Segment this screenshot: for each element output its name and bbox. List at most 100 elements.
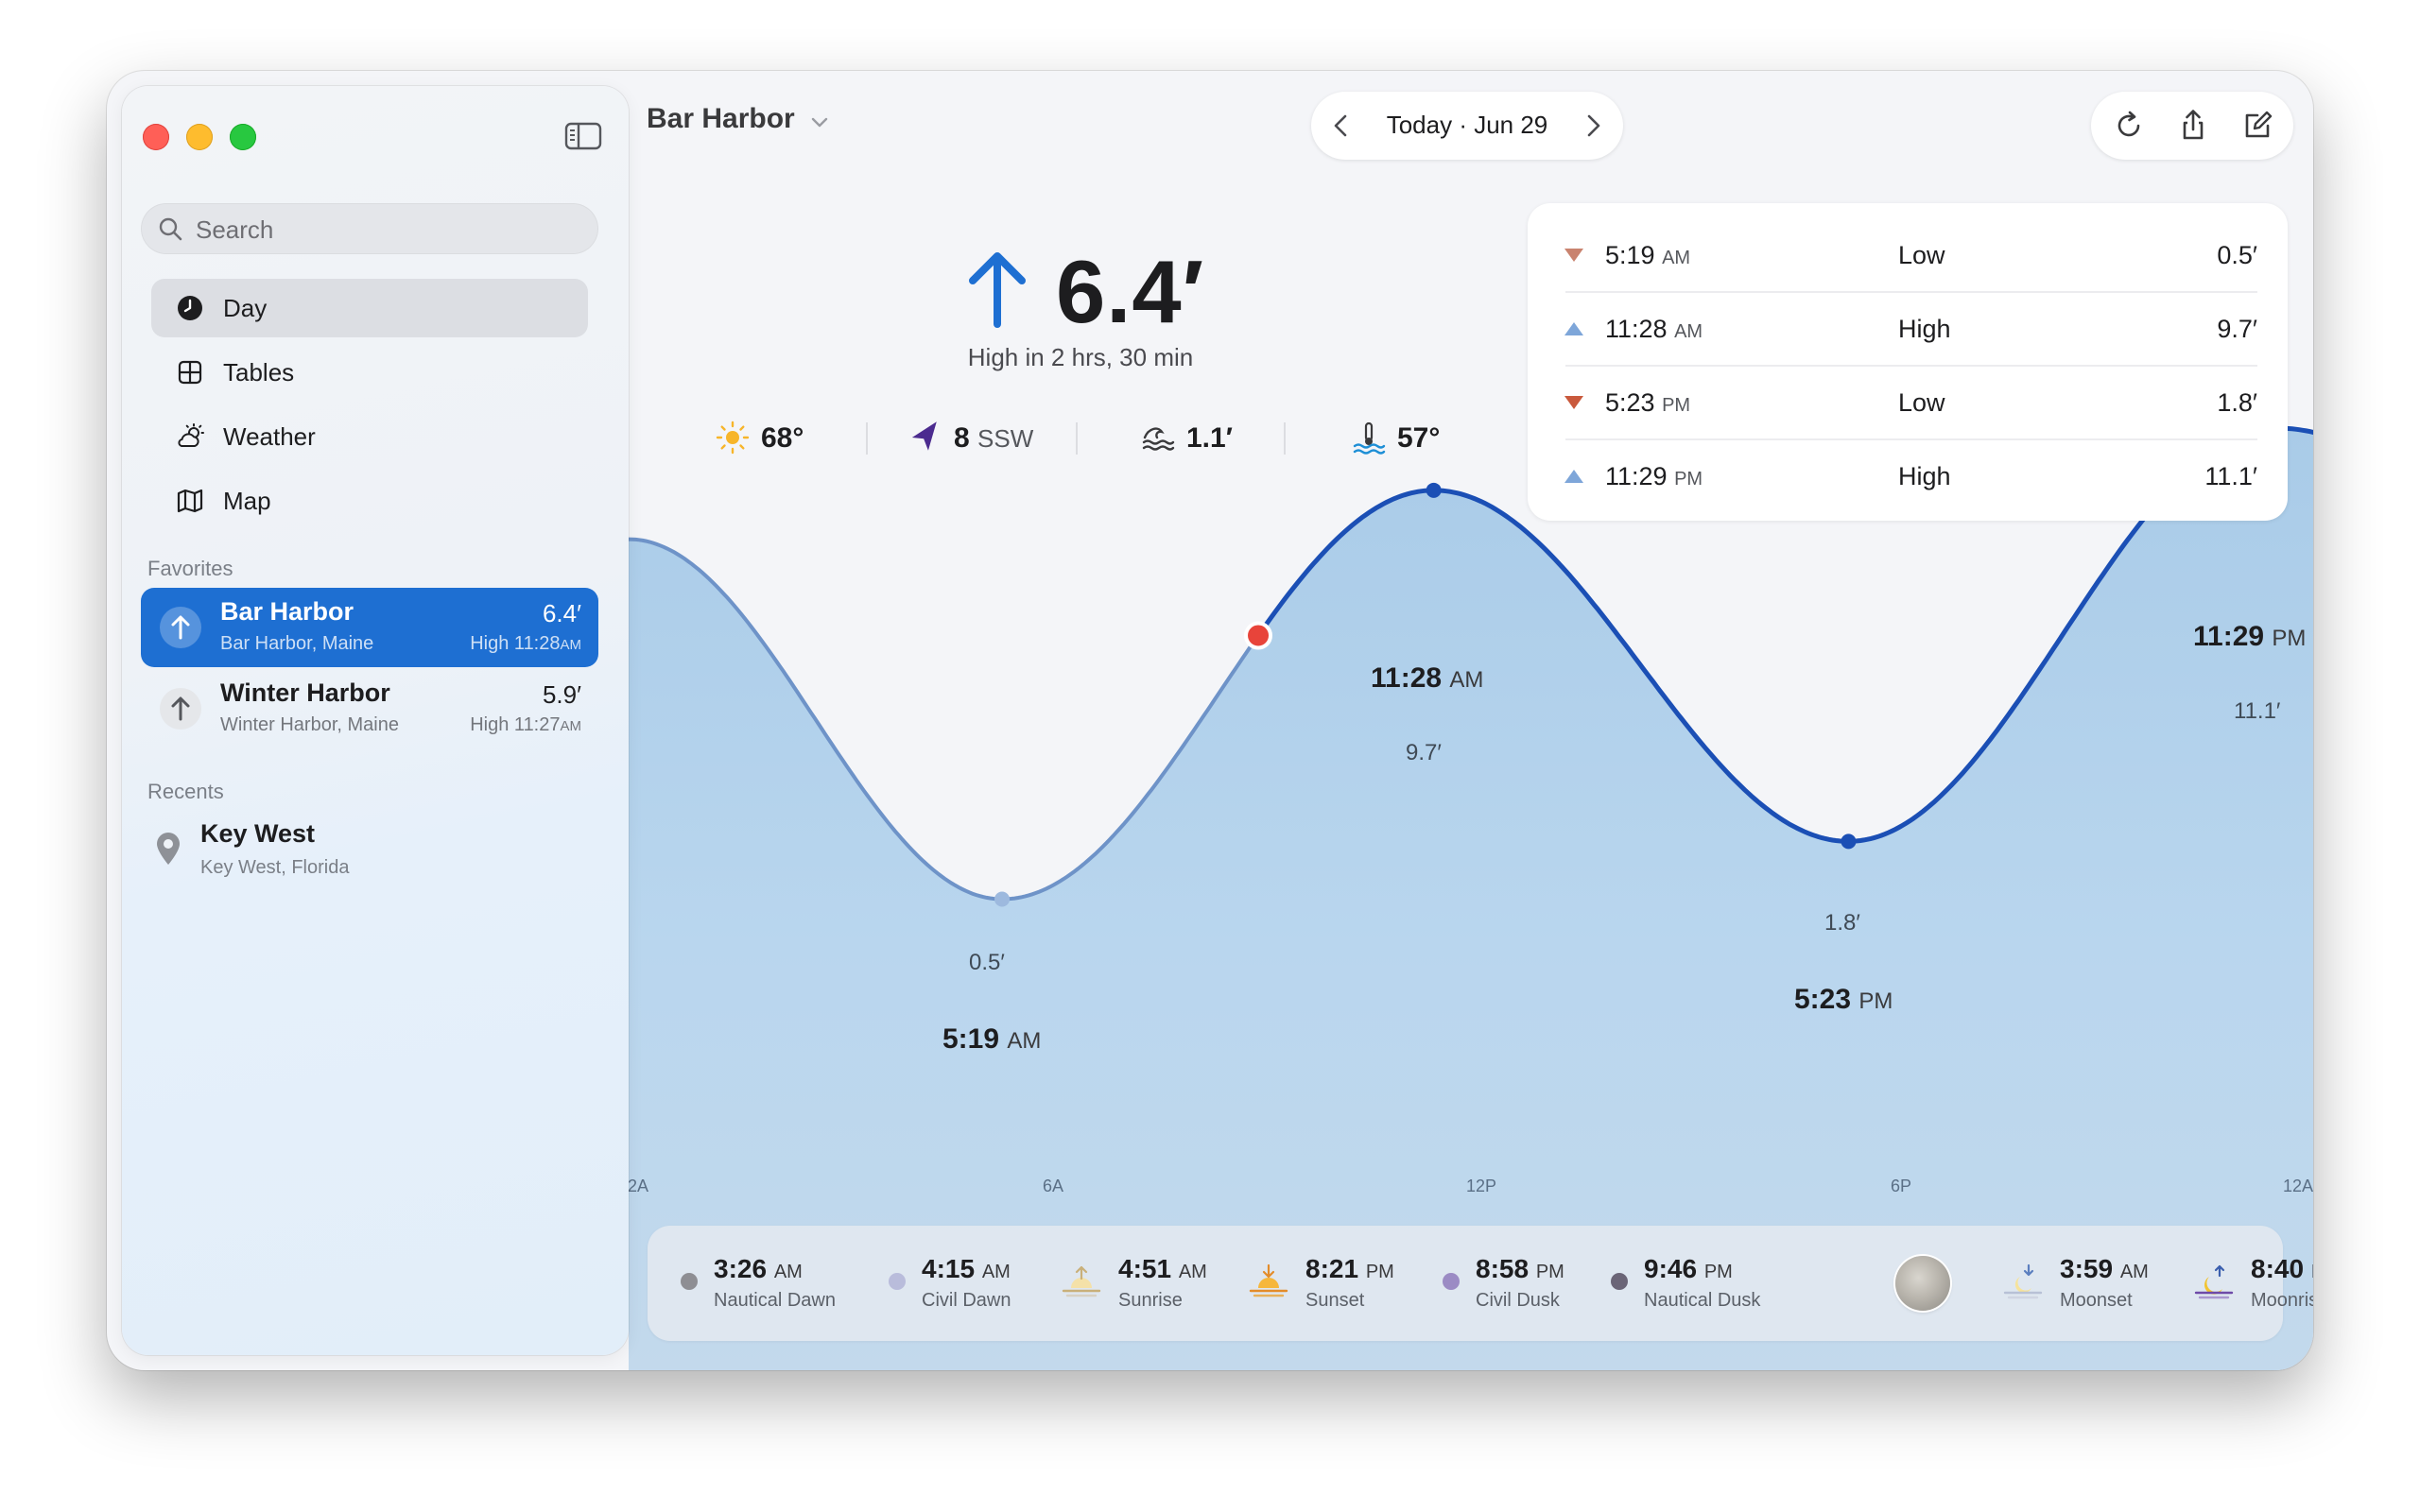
low-tide-time-label: 5:19 AM [942, 1023, 1042, 1055]
minimize-window-button[interactable] [186, 124, 213, 150]
date-navigator: Today · Jun 29 [1311, 92, 1623, 160]
tide-height: 9.7′ [2217, 315, 2257, 343]
nav-item-weather[interactable]: Weather [151, 407, 588, 466]
moonrise-icon [2194, 1264, 2234, 1299]
favorite-name: Bar Harbor [220, 597, 354, 626]
civil-dusk-dot-icon [1443, 1273, 1460, 1290]
nav-item-label: Tables [223, 358, 295, 387]
recent-subtitle: Key West, Florida [200, 857, 350, 878]
low-tide-time-label: 5:23 PM [1794, 984, 1893, 1015]
sun-icon [716, 421, 750, 455]
divider [1565, 291, 2257, 293]
close-window-button[interactable] [143, 124, 169, 150]
x-tick-label: 6P [1891, 1177, 1912, 1195]
divider [1565, 438, 2257, 440]
favorite-name: Winter Harbor [220, 679, 390, 707]
low-tide-icon [1564, 249, 1583, 262]
nav-item-tables[interactable]: Tables [151, 343, 588, 402]
favorite-next-high: High 11:28AM [470, 633, 581, 654]
tide-time: 5:19 AM [1605, 241, 1691, 269]
chevron-left-icon[interactable] [1322, 107, 1360, 145]
compose-icon[interactable] [2238, 107, 2276, 145]
tide-row[interactable]: 5:23 PM Low 1.8′ [1528, 366, 2288, 439]
favorite-next-high: High 11:27AM [470, 714, 581, 735]
high-tide-icon [1564, 322, 1583, 335]
divider [1284, 422, 1286, 455]
sunset-icon [1249, 1263, 1288, 1297]
wave-height-value: 1.1′ [1186, 422, 1233, 454]
search-icon [159, 217, 182, 241]
favorite-subtitle: Winter Harbor, Maine [220, 714, 399, 735]
tide-type: Low [1898, 388, 1945, 417]
current-time-marker[interactable] [1244, 621, 1273, 650]
favorite-height: 6.4′ [542, 599, 581, 627]
favorite-height: 5.9′ [542, 680, 581, 709]
high-tide-point[interactable] [1426, 482, 1442, 498]
favorite-subtitle: Bar Harbor, Maine [220, 633, 374, 654]
tide-row[interactable]: 11:29 PM High 11.1′ [1528, 439, 2288, 513]
high-tide-height-label: 11.1′ [2234, 698, 2281, 724]
table-icon [178, 360, 202, 385]
tide-time: 5:23 PM [1605, 388, 1691, 417]
tide-type: Low [1898, 241, 1945, 269]
moon-phase-icon [1895, 1256, 1950, 1311]
air-temperature-value: 68° [761, 422, 804, 454]
x-tick-label: 6A [1043, 1177, 1064, 1195]
zoom-window-button[interactable] [230, 124, 256, 150]
wind-arrow-icon [911, 421, 937, 451]
tide-time: 11:29 PM [1605, 462, 1703, 490]
chevron-right-icon[interactable] [1574, 107, 1612, 145]
tide-row[interactable]: 5:19 AM Low 0.5′ [1528, 218, 2288, 292]
location-title[interactable]: Bar Harbor [647, 103, 795, 134]
sidebar: Day Tables Weather [122, 86, 629, 1355]
tide-table: 5:19 AM Low 0.5′ 11:28 AM High 9.7′ 5:23… [1528, 203, 2288, 521]
tide-line-past [627, 537, 1259, 902]
tide-type: High [1898, 315, 1951, 343]
nautical-dusk-dot-icon [1611, 1273, 1628, 1290]
tide-height: 1.8′ [2217, 388, 2257, 417]
civil-dawn-dot-icon [889, 1273, 906, 1290]
water-temperature-icon [1353, 421, 1386, 455]
chevron-down-icon[interactable] [808, 111, 831, 133]
low-tide-icon [1564, 396, 1583, 409]
favorite-winter-harbor[interactable]: Winter Harbor Winter Harbor, Maine 5.9′ … [141, 669, 598, 748]
map-icon [177, 489, 203, 513]
tide-type: High [1898, 462, 1951, 490]
tide-row[interactable]: 11:28 AM High 9.7′ [1528, 292, 2288, 366]
nav-item-map[interactable]: Map [151, 472, 588, 530]
search-field[interactable] [141, 203, 598, 256]
toolbar-actions [2091, 92, 2293, 160]
waves-icon [1142, 427, 1175, 451]
favorite-bar-harbor[interactable]: Bar Harbor Bar Harbor, Maine 6.4′ High 1… [141, 588, 598, 667]
nav-item-label: Day [223, 294, 268, 322]
low-tide-point[interactable] [994, 891, 1011, 907]
low-tide-height-label: 1.8′ [1824, 910, 1860, 936]
moonset-icon [2003, 1263, 2043, 1299]
sidebar-toggle-icon[interactable] [564, 122, 602, 150]
recent-key-west[interactable]: Key West Key West, Florida [141, 814, 598, 885]
tide-height: 11.1′ [2204, 462, 2257, 490]
current-tide-height: 6.4′ [1056, 242, 1205, 341]
wind-value: 8 SSW [954, 422, 1034, 454]
water-temperature-value: 57° [1397, 422, 1441, 454]
cloud-sun-icon [178, 423, 204, 447]
recents-section-title: Recents [147, 780, 224, 803]
search-input[interactable] [194, 203, 576, 256]
sunrise-icon [1062, 1265, 1101, 1297]
high-tide-time-label: 11:29 PM [2193, 621, 2307, 652]
refresh-icon[interactable] [2110, 107, 2148, 145]
low-tide-point[interactable] [1841, 833, 1857, 850]
share-icon[interactable] [2174, 107, 2212, 145]
high-tide-icon [1564, 470, 1583, 483]
date-label: Today · Jun 29 [1386, 111, 1548, 139]
tide-chart [627, 421, 2313, 1370]
next-tide-subtitle: High in 2 hrs, 30 min [967, 343, 1194, 371]
nav-item-day[interactable]: Day [151, 279, 588, 337]
tide-area [629, 428, 2313, 1370]
location-pin-icon [157, 833, 180, 865]
divider [1076, 422, 1078, 455]
nav-item-label: Map [223, 487, 271, 515]
recent-name: Key West [200, 819, 316, 848]
high-tide-time-label: 11:28 AM [1371, 662, 1484, 694]
tide-time: 11:28 AM [1605, 315, 1703, 343]
